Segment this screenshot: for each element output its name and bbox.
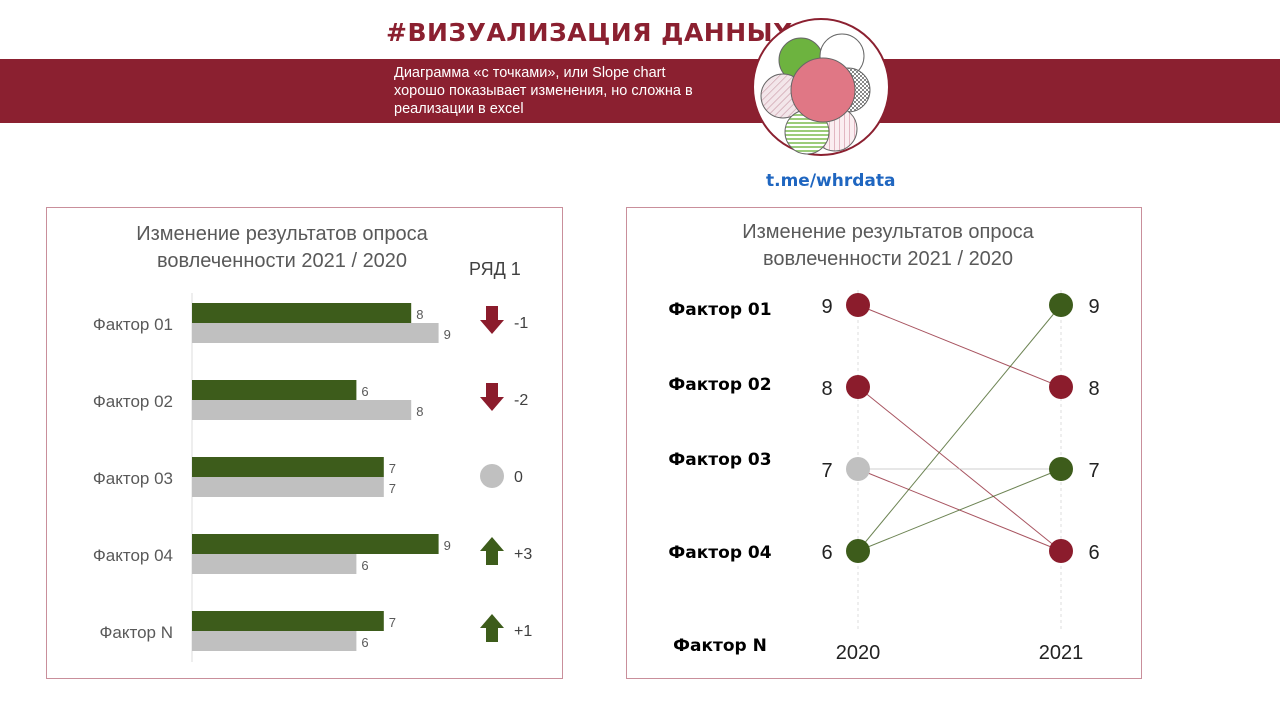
slope-point-2021: [1049, 375, 1073, 399]
bar-2020: [192, 400, 412, 420]
slope-connector-line: [857, 304, 1062, 388]
point-label-2020: 8: [821, 378, 832, 400]
factor-label: Фактор 03: [668, 450, 771, 470]
slope-chart-title: Изменение результатов опроса вовлеченнос…: [742, 221, 1034, 270]
change-label: +1: [514, 623, 532, 640]
bar-value-label: 7: [389, 481, 396, 496]
slope-connector-line: [857, 304, 1062, 552]
category-label: Фактор 02: [93, 392, 173, 411]
page-hashtag-title: #ВИЗУАЛИЗАЦИЯ ДАННЫХ: [386, 18, 793, 47]
slope-connector-line: [857, 468, 1062, 552]
point-label-2021: 6: [1088, 542, 1099, 564]
slope-point-2021: [1049, 457, 1073, 481]
up-arrow-icon: [480, 614, 504, 642]
bar-value-label: 9: [444, 538, 451, 553]
bar-2021: [192, 457, 384, 477]
category-label: Фактор N: [99, 623, 173, 642]
point-label-2020: 9: [821, 296, 832, 318]
factor-label: Фактор 01: [668, 300, 771, 320]
point-label-2021: 9: [1088, 296, 1099, 318]
bar-2020: [192, 323, 439, 343]
subtitle-line: хорошо показывает изменения, но сложна в: [394, 83, 693, 99]
point-label-2021: 7: [1088, 460, 1099, 482]
neutral-dot-icon: [480, 464, 504, 488]
slope-point-2020: [846, 293, 870, 317]
bar-value-label: 6: [361, 384, 368, 399]
change-label: 0: [514, 469, 523, 486]
header-subtitle: Диаграмма «с точками», или Slope chart х…: [394, 64, 724, 118]
factor-label: Фактор 02: [668, 375, 771, 395]
factor-label: Фактор N: [673, 636, 767, 656]
slope-point-2020: [846, 375, 870, 399]
subtitle-line: реализации в excel: [394, 101, 524, 117]
change-column-header: РЯД 1: [469, 259, 521, 279]
up-arrow-icon: [480, 537, 504, 565]
down-arrow-icon: [480, 306, 504, 334]
flower-circles-logo-icon: [760, 33, 871, 155]
subtitle-line: Диаграмма «с точками», или Slope chart: [394, 65, 666, 81]
bar-chart-title: Изменение результатов опроса вовлеченнос…: [136, 223, 428, 272]
point-label-2020: 6: [821, 542, 832, 564]
slope-point-2020: [846, 457, 870, 481]
x-axis-label: 2021: [1039, 642, 1084, 664]
bar-2021: [192, 611, 384, 631]
bar-2020: [192, 477, 384, 497]
category-label: Фактор 01: [93, 315, 173, 334]
bar-value-label: 7: [389, 461, 396, 476]
bar-2021: [192, 303, 412, 323]
bar-value-label: 9: [444, 327, 451, 342]
factor-label: Фактор 04: [668, 543, 771, 563]
down-arrow-icon: [480, 383, 504, 411]
change-label: -2: [514, 392, 528, 409]
bar-2021: [192, 380, 357, 400]
telegram-link[interactable]: t.me/whrdata: [766, 171, 896, 191]
bar-value-label: 8: [416, 404, 423, 419]
slope-point-2020: [846, 539, 870, 563]
header-band: [0, 59, 1280, 123]
bar-value-label: 6: [361, 558, 368, 573]
category-label: Фактор 04: [93, 546, 173, 565]
x-axis-label: 2020: [836, 642, 881, 664]
bar-value-label: 7: [389, 615, 396, 630]
category-label: Фактор 03: [93, 469, 173, 488]
point-label-2020: 7: [821, 460, 832, 482]
bar-chart-panel: [46, 207, 563, 679]
change-label: -1: [514, 315, 528, 332]
bar-value-label: 8: [416, 307, 423, 322]
bar-value-label: 6: [361, 635, 368, 650]
slope-point-2021: [1049, 539, 1073, 563]
slope-point-2021: [1049, 293, 1073, 317]
slope-chart-panel: [626, 207, 1142, 679]
point-label-2021: 8: [1088, 378, 1099, 400]
bar-2020: [192, 554, 357, 574]
change-label: +3: [514, 546, 532, 563]
bar-2020: [192, 631, 357, 651]
bar-2021: [192, 534, 439, 554]
